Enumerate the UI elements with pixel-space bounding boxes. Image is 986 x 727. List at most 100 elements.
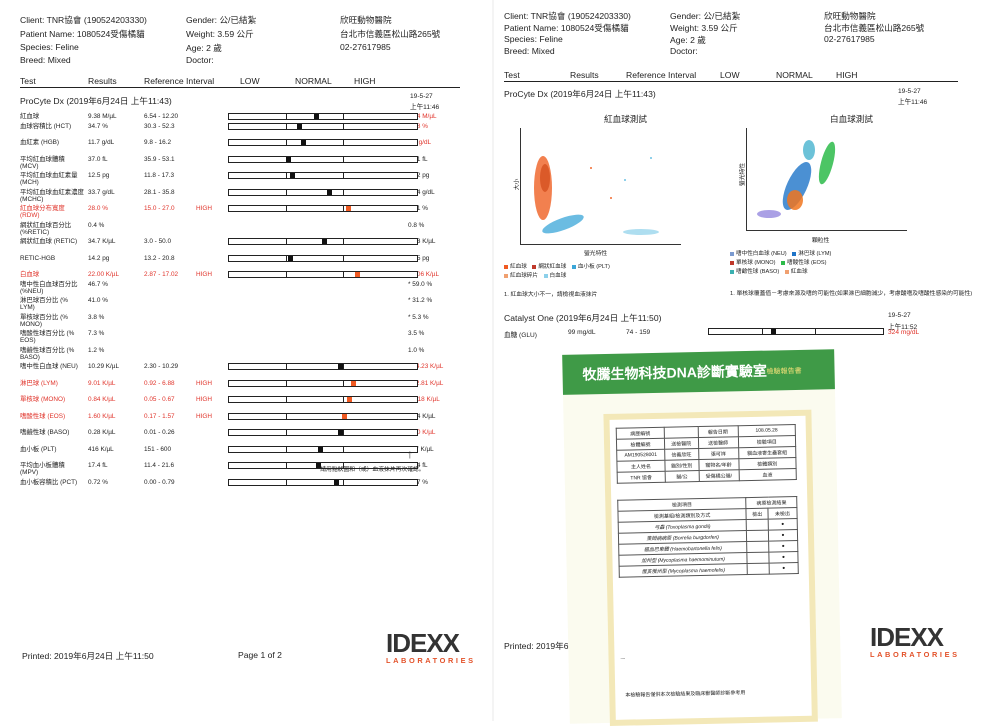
- test-name: 單核球 (MONO): [20, 396, 66, 403]
- rbc-legend: 紅血球 網狀紅血球 血小板 (PLT) 紅血球碎片 白血球: [504, 263, 610, 281]
- test-result: 41.0 %: [88, 297, 108, 304]
- test-result: 1.2 %: [88, 346, 105, 354]
- range-marker: [334, 479, 339, 485]
- flag-label: HIGH: [196, 271, 212, 278]
- dna-report-card: 牧騰生物科技DNA診斷實驗室 檢驗報告書 病歷編號 報告日期 108.05.28 檢體…: [562, 349, 842, 726]
- glu-test: 血糖 (GLU): [504, 332, 537, 339]
- dna-info-cell: [664, 426, 698, 439]
- test-name: 平均血小板體積 (MPV): [20, 462, 65, 477]
- test-name: 嗜鹼性球百分比 (% BASO): [20, 346, 75, 361]
- wbc-note: 1. 單核球覆蓋值－考慮來源及嗜的可能性(如果淋巴細胞減少，考慮酸嗜及嗜酸性感染…: [730, 291, 973, 297]
- col-test: Test: [504, 70, 520, 80]
- gender-label: Gender: 公/已結紮: [186, 15, 257, 25]
- test-result: 1.60 K/µL: [88, 412, 116, 420]
- header-rule: [20, 87, 460, 88]
- previous-result: 6.3 g/dL: [408, 139, 432, 146]
- reference-interval: 11.4 - 21.6: [144, 462, 175, 469]
- range-marker: [346, 206, 351, 211]
- legend-retic: 網狀紅血球: [538, 264, 567, 270]
- legend-rbc2: 紅血球: [790, 269, 808, 275]
- range-bar: [228, 363, 418, 370]
- legend-eos: 嗜酸性球 (EOS): [787, 260, 827, 266]
- test-name: 血球容積比 (HCT): [20, 122, 72, 130]
- reference-interval: 35.9 - 53.1: [144, 155, 175, 163]
- reference-interval: 15.0 - 27.0: [144, 205, 175, 212]
- range-marker: [314, 114, 319, 119]
- previous-result: * 24.23 K/µL: [408, 363, 444, 370]
- range-bar: [228, 188, 418, 196]
- gender-label: Gender: 公/已結紮: [670, 11, 741, 21]
- catalyst-date: 19-5-27: [888, 312, 911, 319]
- clinic-address: 台北市信義區松山路265號: [340, 29, 441, 39]
- test-name: 網狀紅血球百分比 (%RETIC): [20, 221, 72, 236]
- previous-result: * 2.18 K/µL: [408, 396, 440, 403]
- test-result: 0.84 K/µL: [88, 396, 116, 403]
- wbc-scatter-svg: [757, 140, 836, 218]
- range-bar: [228, 462, 418, 469]
- col-results: Results: [88, 76, 117, 86]
- range-bar: [228, 205, 418, 212]
- test-name: 淋巴球 (LYM): [20, 379, 58, 387]
- footnote: *請用點狀圖和（或）血液抹片再次確認。: [318, 467, 425, 473]
- clinic-name: 欣旺動物醫院: [824, 11, 876, 21]
- dna-notes: —: [620, 655, 625, 661]
- test-result: 0.72 %: [88, 478, 108, 486]
- range-bar: [228, 238, 418, 245]
- test-name: 平均紅血球體積 (MCV): [20, 155, 65, 170]
- doctor-label: Doctor:: [186, 55, 214, 65]
- test-name: 嗜鹼性球 (BASO): [20, 429, 70, 436]
- range-marker: [355, 272, 360, 277]
- dna-info-row: TNR 協會 貓/公 受傷橘公貓/血液: [617, 468, 797, 484]
- test-name: 血小板容積比 (PCT): [20, 478, 78, 486]
- test-result: 33.7 g/dL: [88, 188, 115, 196]
- test-result: 0.28 K/µL: [88, 429, 116, 436]
- test-result: 17.4 fL: [88, 462, 108, 469]
- clinic-name: 欣旺動物醫院: [340, 15, 392, 25]
- doctor-label: Doctor:: [670, 46, 698, 56]
- dna-info-cell: 報告日期: [697, 425, 738, 438]
- test-name: 嗜中性白血球百分比 (%NEU): [20, 280, 78, 295]
- previous-result: 4.44 M/µL: [408, 113, 437, 120]
- range-bar: [228, 379, 418, 387]
- range-bar: [228, 396, 418, 403]
- reference-interval: 3.0 - 50.0: [144, 238, 172, 245]
- rbc-scatter-svg: [534, 156, 659, 235]
- range-marker: [318, 446, 323, 452]
- flag-label: HIGH: [196, 205, 212, 212]
- wbc-scatter-plot: [746, 128, 907, 231]
- test-result: 14.2 pg: [88, 254, 110, 262]
- rbc-y-label: 大小: [514, 178, 521, 191]
- clinic-address: 台北市信義區松山路265號: [824, 23, 925, 33]
- reference-interval: 6.54 - 12.20: [144, 113, 179, 120]
- dna-info-cell: 送檢醫院: [664, 437, 699, 450]
- legend-wbc: 白血球: [549, 273, 567, 279]
- idexx-sub: LABORATORIES: [386, 656, 476, 665]
- previous-result: 0.8 %: [408, 221, 425, 229]
- catalyst-time: 上午11:52: [888, 324, 918, 331]
- dna-neg-cell: ●: [768, 518, 798, 531]
- stamp-time: 上午11:46: [410, 104, 440, 111]
- col-high: HIGH: [836, 70, 858, 80]
- header-rule: [504, 81, 958, 82]
- dna-item-name: 俄亥俄州型 (Mycoplasma haemofelis): [619, 563, 748, 578]
- range-bar: [228, 122, 418, 130]
- col-low: LOW: [240, 76, 260, 86]
- reference-interval: 2.30 - 10.29: [144, 363, 179, 370]
- reference-interval: 0.05 - 0.67: [144, 396, 175, 403]
- dna-info-table: 病歷編號 報告日期 108.05.28 檢體編號 送檢醫院 送檢醫師 檢驗項目 AM19052…: [616, 424, 797, 484]
- catalyst-title: Catalyst One (2019年6月24日 上午11:50): [504, 313, 662, 323]
- dna-info-cell: 送檢醫師: [697, 436, 739, 449]
- report-page-1: Client: TNR協會 (190524203330) Patient Nam…: [0, 0, 492, 721]
- flag-label: HIGH: [196, 379, 212, 387]
- previous-result: 41.06 K/µL: [408, 271, 440, 278]
- wbc-x-label: 顆粒性: [812, 238, 830, 244]
- range-bar: [228, 412, 418, 420]
- stamp-date: 19-5-27: [410, 93, 433, 100]
- printed-date: Printed: 2019年6: [504, 641, 569, 651]
- test-result: 0.4 %: [88, 221, 105, 229]
- wbc-plot-title: 白血球測試: [830, 114, 873, 124]
- test-result: 22.00 K/µL: [88, 271, 120, 278]
- idexx-sub: LABORATORIES: [870, 650, 960, 659]
- previous-result: 15.5 pg: [408, 254, 430, 262]
- test-result: 9.38 M/µL: [88, 113, 117, 120]
